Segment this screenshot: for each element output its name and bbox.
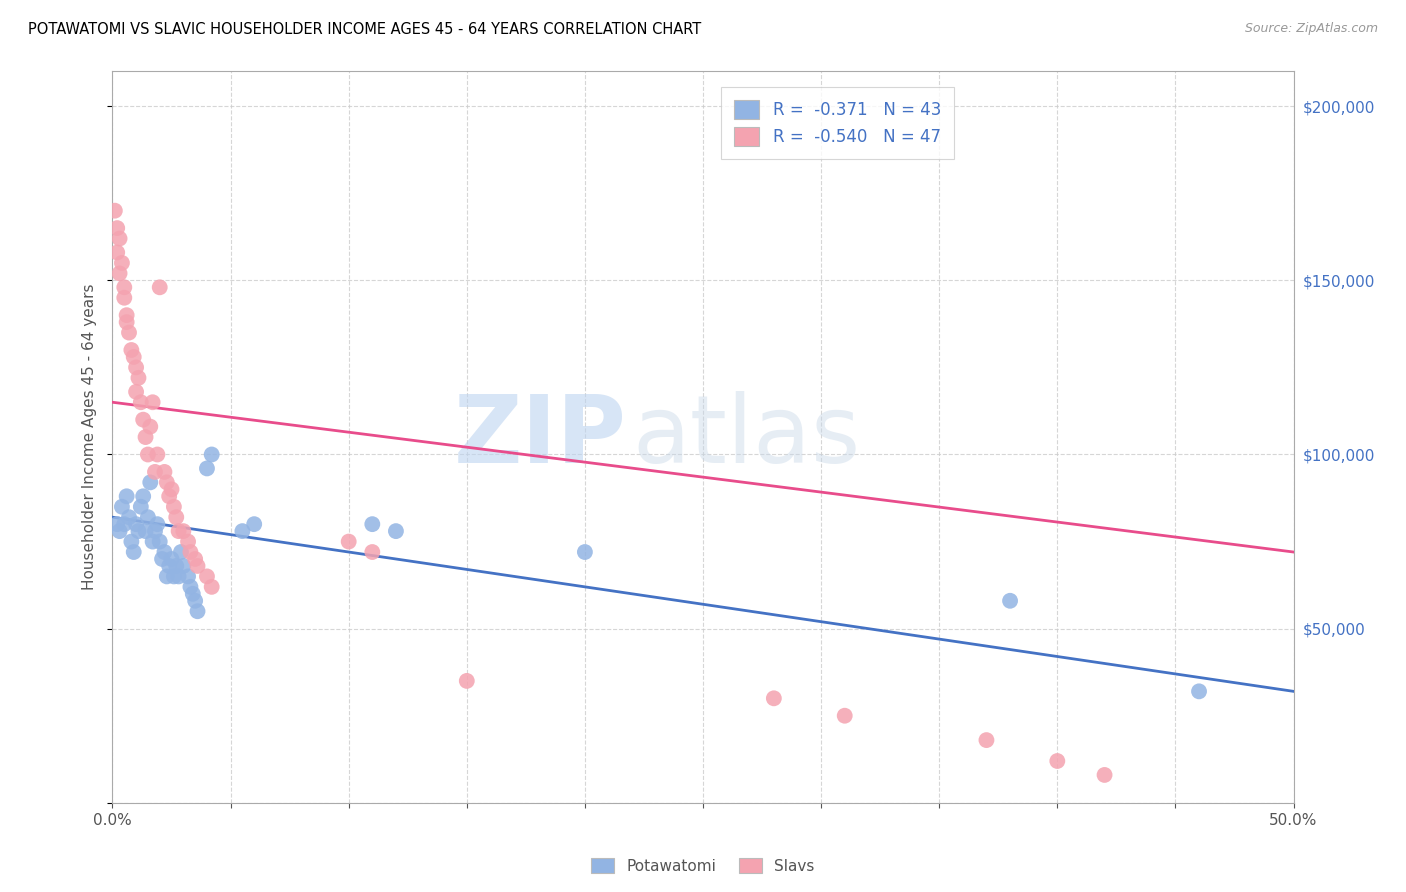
Point: [135, 430, 157, 444]
Point: [156, 569, 179, 583]
Point: [1094, 768, 1116, 782]
Point: [125, 360, 148, 375]
Text: atlas: atlas: [633, 391, 860, 483]
Point: [115, 308, 138, 322]
Point: [231, 524, 253, 538]
Point: [105, 221, 128, 235]
Point: [108, 231, 131, 245]
Point: [167, 569, 190, 583]
Point: [111, 256, 134, 270]
Point: [186, 604, 208, 618]
Point: [165, 510, 187, 524]
Point: [129, 500, 152, 514]
Point: [157, 558, 180, 573]
Point: [142, 395, 165, 409]
Point: [150, 552, 173, 566]
Point: [165, 558, 187, 573]
Point: [136, 448, 159, 462]
Point: [186, 558, 208, 573]
Point: [125, 384, 148, 399]
Point: [201, 580, 224, 594]
Point: [135, 524, 157, 538]
Point: [122, 545, 145, 559]
Text: POTAWATOMI VS SLAVIC HOUSEHOLDER INCOME AGES 45 - 64 YEARS CORRELATION CHART: POTAWATOMI VS SLAVIC HOUSEHOLDER INCOME …: [28, 22, 702, 37]
Point: [125, 517, 148, 532]
Point: [132, 489, 155, 503]
Point: [456, 673, 478, 688]
Point: [163, 569, 186, 583]
Point: [142, 534, 165, 549]
Point: [163, 500, 186, 514]
Point: [118, 326, 141, 340]
Point: [129, 395, 152, 409]
Point: [122, 350, 145, 364]
Point: [115, 315, 138, 329]
Point: [112, 280, 135, 294]
Point: [149, 534, 172, 549]
Point: [143, 524, 166, 538]
Point: [105, 245, 128, 260]
Point: [762, 691, 785, 706]
Point: [115, 489, 138, 503]
Point: [143, 465, 166, 479]
Point: [243, 517, 266, 532]
Point: [108, 266, 131, 280]
Point: [156, 475, 179, 490]
Point: [184, 594, 207, 608]
Point: [181, 587, 204, 601]
Point: [112, 517, 135, 532]
Point: [153, 545, 176, 559]
Point: [146, 448, 169, 462]
Point: [361, 517, 384, 532]
Point: [139, 475, 162, 490]
Point: [337, 534, 360, 549]
Point: [976, 733, 998, 747]
Point: [120, 343, 142, 357]
Point: [160, 552, 183, 566]
Point: [105, 517, 128, 532]
Point: [172, 558, 194, 573]
Text: Source: ZipAtlas.com: Source: ZipAtlas.com: [1244, 22, 1378, 36]
Point: [111, 500, 134, 514]
Point: [201, 448, 224, 462]
Text: ZIP: ZIP: [453, 391, 626, 483]
Point: [179, 580, 201, 594]
Point: [1188, 684, 1211, 698]
Point: [127, 524, 149, 538]
Point: [104, 203, 127, 218]
Point: [132, 412, 155, 426]
Point: [139, 419, 162, 434]
Point: [118, 510, 141, 524]
Point: [834, 708, 856, 723]
Point: [153, 465, 176, 479]
Point: [127, 371, 149, 385]
Point: [167, 524, 190, 538]
Point: [998, 594, 1021, 608]
Y-axis label: Householder Income Ages 45 - 64 years: Householder Income Ages 45 - 64 years: [82, 284, 97, 591]
Point: [177, 569, 200, 583]
Point: [149, 280, 172, 294]
Point: [184, 552, 207, 566]
Point: [179, 545, 201, 559]
Point: [160, 483, 183, 497]
Point: [157, 489, 180, 503]
Legend: Potawatomi, Slavs: Potawatomi, Slavs: [585, 852, 821, 880]
Point: [112, 291, 135, 305]
Point: [120, 534, 142, 549]
Point: [361, 545, 384, 559]
Point: [1046, 754, 1069, 768]
Point: [177, 534, 200, 549]
Point: [146, 517, 169, 532]
Point: [108, 524, 131, 538]
Point: [136, 510, 159, 524]
Point: [195, 569, 218, 583]
Point: [574, 545, 596, 559]
Point: [195, 461, 218, 475]
Point: [170, 545, 193, 559]
Point: [385, 524, 408, 538]
Point: [172, 524, 194, 538]
Legend: R =  -0.371   N = 43, R =  -0.540   N = 47: R = -0.371 N = 43, R = -0.540 N = 47: [721, 87, 955, 160]
